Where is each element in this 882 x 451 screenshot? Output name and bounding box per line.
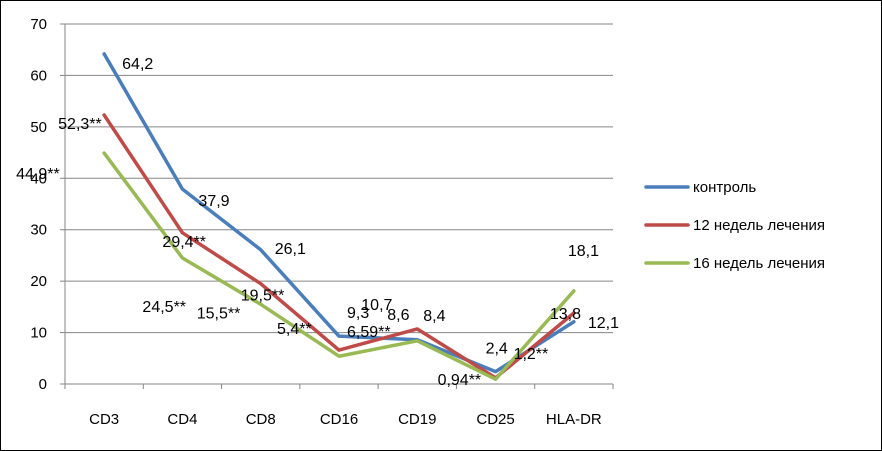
y-tick-label: 50 [30,119,47,136]
legend-label: 16 недель лечения [693,255,825,272]
data-label: 64,2 [122,56,153,73]
x-tick-label: CD8 [246,411,276,428]
y-tick-label: 0 [39,376,47,393]
x-tick-label: CD25 [476,411,514,428]
data-label: 29,4** [162,234,206,251]
data-label: 2,4 [486,341,508,358]
x-tick-label: CD4 [167,411,197,428]
data-label: 52,3** [58,116,102,133]
data-label: 8,6 [387,307,409,324]
legend-label: контроль [693,179,756,196]
series-line-0 [102,52,576,374]
data-label: 18,1 [568,243,599,260]
legend-label: 12 недель лечения [693,217,825,234]
data-label: 44,9** [16,166,60,183]
data-label: 9,3 [347,305,369,322]
data-label: 24,5** [142,299,186,316]
y-tick-label: 20 [30,273,47,290]
data-label: 8,4 [423,308,445,325]
data-label: 5,4** [277,321,312,338]
data-label: 26,1 [275,241,306,258]
x-tick-label: HLA-DR [546,411,602,428]
x-tick-label: CD3 [89,411,119,428]
data-label: 6,59** [347,324,391,341]
data-label: 19,5** [241,288,285,305]
data-label: 10,7 [361,297,392,314]
y-tick-label: 60 [30,67,47,84]
data-label: 12,1 [588,315,619,332]
data-label: 0,94** [438,372,482,389]
data-label: 37,9 [198,193,229,210]
y-tick-label: 10 [30,325,47,342]
data-label: 13,8 [550,306,581,323]
y-tick-label: 40 [30,170,47,187]
x-tick-label: CD19 [398,411,436,428]
series-line-2 [102,151,576,381]
data-label: 1,2** [514,346,549,363]
y-tick-label: 30 [30,222,47,239]
y-tick-label: 70 [30,16,47,33]
data-label: 15,5** [197,305,241,322]
x-tick-label: CD16 [320,411,358,428]
